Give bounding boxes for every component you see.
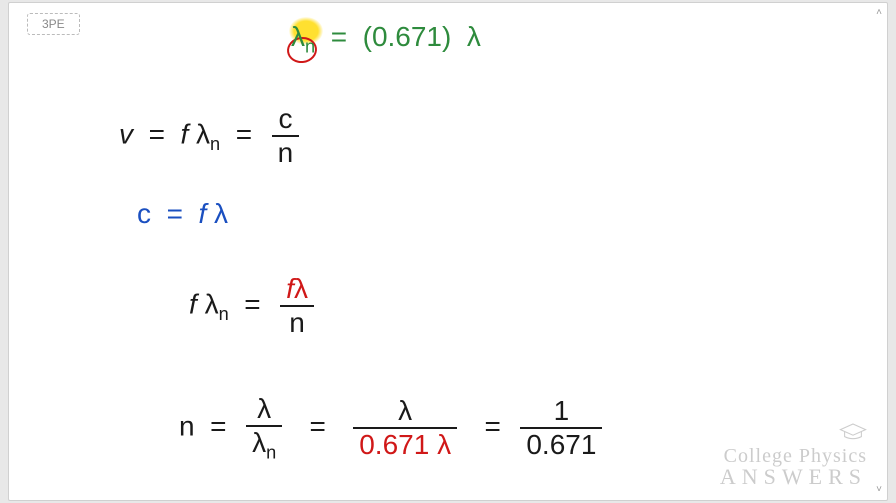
- eq4-num-lambda: λ: [294, 273, 308, 304]
- eq4-f: f: [189, 288, 197, 319]
- eq4-frac-den: n: [280, 305, 314, 339]
- eq4-num-f: f: [286, 273, 294, 304]
- problem-badge: 3PE: [27, 13, 80, 35]
- scroll-up-icon[interactable]: ˄: [871, 5, 887, 21]
- eq2-sub: n: [210, 134, 220, 154]
- equation-4: f λn = fλ n: [189, 273, 318, 339]
- eq5-eq3: =: [484, 411, 500, 442]
- eq4-fraction: fλ n: [280, 273, 314, 339]
- eq2-frac-den: n: [272, 135, 300, 169]
- eq1-rhs-lambda: λ: [467, 21, 481, 52]
- eq4-lambda: λ: [205, 288, 219, 319]
- equation-3: c = f λ: [137, 198, 228, 230]
- eq1-sub: n: [305, 37, 315, 57]
- equation-2: v = f λn = c n: [119, 103, 303, 169]
- graduation-cap-icon: [839, 422, 867, 440]
- eq3-f: f: [198, 198, 206, 229]
- watermark: College Physics ANSWERS: [720, 422, 867, 488]
- eq1-close: ): [442, 21, 451, 52]
- eq5-f2-den: 0.671 λ: [353, 427, 457, 461]
- eq5-f2-num: λ: [353, 395, 457, 427]
- problem-badge-text: 3PE: [42, 17, 65, 31]
- eq5-f1-den-sub: n: [266, 443, 276, 463]
- eq5-f3-den: 0.671: [520, 427, 602, 461]
- eq2-v: v: [119, 118, 133, 149]
- eq3-lambda: λ: [214, 198, 228, 229]
- equation-5: n = λ λn = λ 0.671 λ = 1 0.671: [179, 393, 606, 464]
- eq5-f1-den: λn: [246, 425, 282, 464]
- eq5-eq1: =: [210, 411, 226, 442]
- eq4-frac-num: fλ: [280, 273, 314, 305]
- eq5-f3-num: 1: [520, 395, 602, 427]
- eq5-eq2: =: [310, 411, 326, 442]
- eq2-lambda: λ: [196, 118, 210, 149]
- eq2-eq2: =: [236, 118, 252, 149]
- eq5-n: n: [179, 411, 195, 442]
- eq1-equals: =: [331, 21, 347, 52]
- eq2-frac-num: c: [272, 103, 300, 135]
- eq5-f1-den-lambda: λ: [252, 427, 266, 458]
- eq1-open: (: [363, 21, 372, 52]
- eq5-fraction-1: λ λn: [246, 393, 282, 464]
- whiteboard-canvas: 3PE ˄ ˅ λn = (0.671) λ v = f λn = c n c …: [8, 2, 888, 501]
- eq3-c: c: [137, 198, 151, 229]
- eq1-lambda: λ: [291, 21, 305, 52]
- eq4-sub: n: [219, 304, 229, 324]
- eq5-fraction-3: 1 0.671: [520, 395, 602, 461]
- equation-1: λn = (0.671) λ: [291, 21, 481, 58]
- eq2-fraction: c n: [272, 103, 300, 169]
- eq5-fraction-2: λ 0.671 λ: [353, 395, 457, 461]
- eq5-f1-num: λ: [246, 393, 282, 425]
- watermark-line2: ANSWERS: [720, 466, 867, 488]
- eq4-eq: =: [244, 288, 260, 319]
- eq3-eq: =: [167, 198, 183, 229]
- scroll-down-icon[interactable]: ˅: [871, 482, 887, 498]
- eq2-f: f: [180, 118, 188, 149]
- eq2-eq1: =: [149, 118, 165, 149]
- watermark-line1: College Physics: [720, 446, 867, 466]
- eq1-value: 0.671: [372, 21, 442, 52]
